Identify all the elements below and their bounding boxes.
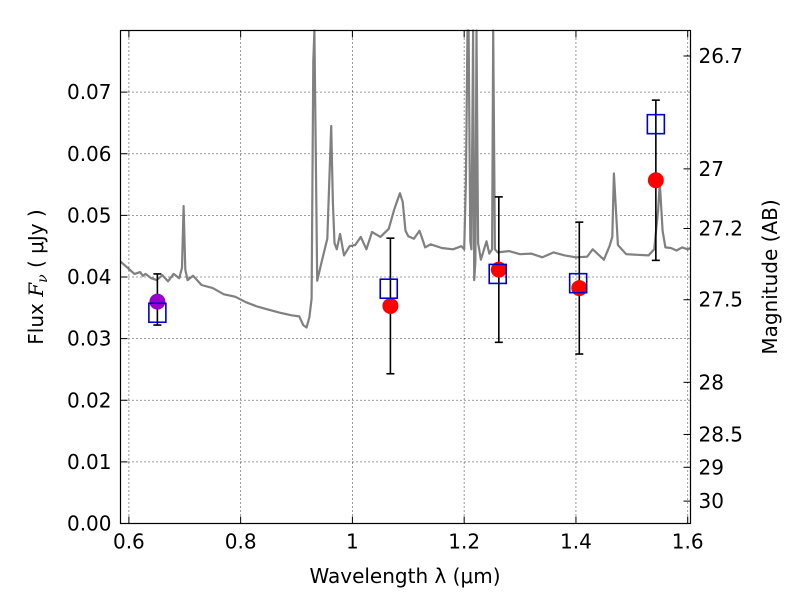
y2-tick-label: 27 [699, 157, 724, 181]
x-tick-label: 1 [346, 530, 359, 554]
y2-tick-label: 30 [699, 489, 724, 513]
y2-tick-label: 26.7 [699, 44, 744, 68]
y2-tick-label: 27.5 [699, 288, 744, 312]
x-tick-label: 1.2 [448, 530, 480, 554]
axis-ticks: 0.6 0.8 1 1.2 1.4 1.6 0.00 0.01 0.02 0.03 0.04 0.05… [67, 30, 744, 554]
x-tick-label: 1.6 [672, 530, 704, 554]
y2-tick-label: 28 [699, 370, 724, 394]
y-tick-label: 0.01 [67, 450, 112, 474]
y2-tick-label: 27.2 [699, 217, 744, 241]
observed-flux-point [647, 172, 664, 189]
observed-flux-point [382, 297, 399, 314]
model-flux-square [379, 278, 399, 300]
y-tick-label: 0.03 [67, 327, 112, 351]
y2-axis-label: Magnitude (AB) [758, 199, 782, 354]
y-tick-label: 0.05 [67, 203, 112, 227]
x-axis-label: Wavelength λ (μm) [309, 564, 500, 588]
model-flux-square [488, 263, 508, 285]
model-flux-square [148, 302, 167, 324]
x-tick-label: 1.4 [560, 530, 592, 554]
y-tick-label: 0.04 [67, 265, 112, 289]
model-flux-square [646, 113, 666, 135]
observed-flux-point [490, 261, 507, 278]
observed-flux-point [571, 280, 588, 297]
observed-flux-point [149, 293, 166, 310]
plot-series [119, 29, 691, 375]
y2-tick-label: 29 [699, 455, 724, 479]
y2-tick-label: 28.5 [699, 422, 744, 446]
grid-lines [120, 30, 691, 524]
y-tick-label: 0.07 [67, 80, 112, 104]
y-tick-label: 0.06 [67, 142, 112, 166]
y-axis-label: Flux Fν ( μJy ) [24, 209, 51, 344]
y-tick-label: 0.00 [67, 512, 112, 536]
model-spectrum-line [119, 29, 691, 329]
y-tick-label: 0.02 [67, 388, 112, 412]
model-flux-square [568, 272, 588, 294]
x-tick-label: 0.6 [113, 530, 145, 554]
x-tick-label: 0.8 [225, 530, 257, 554]
